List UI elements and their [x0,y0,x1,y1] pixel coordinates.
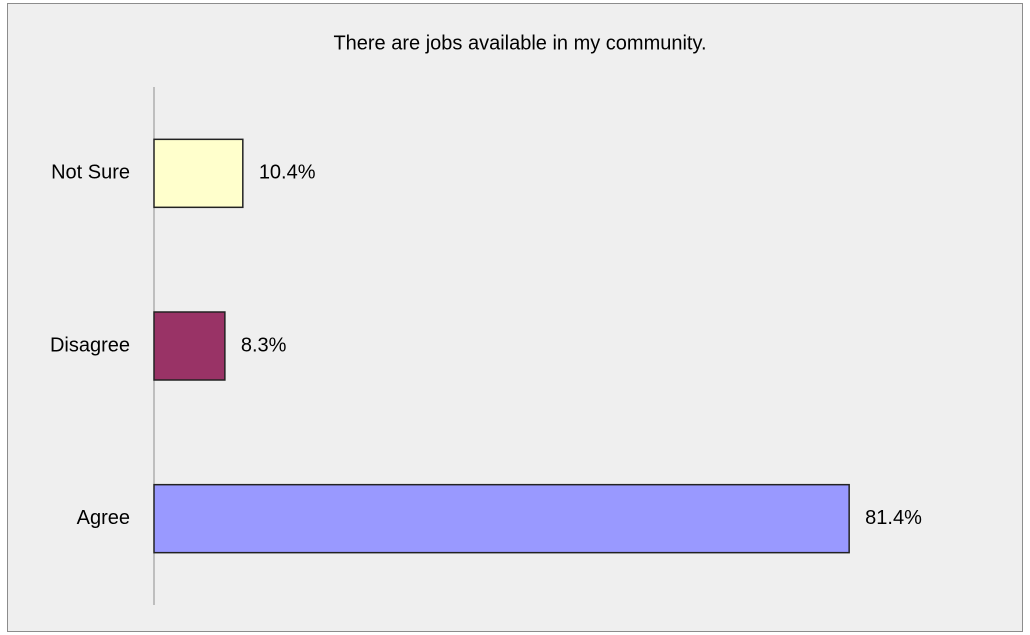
bar [153,483,850,554]
value-label: 10.4% [259,162,316,184]
chart-title: There are jobs available in my community… [333,32,706,54]
bar [153,138,244,209]
category-label: Agree [77,507,130,529]
value-label: 8.3% [241,334,287,356]
value-label: 81.4% [865,507,922,529]
category-label: Disagree [50,334,130,356]
bar [153,311,226,381]
category-label: Not Sure [51,162,130,184]
